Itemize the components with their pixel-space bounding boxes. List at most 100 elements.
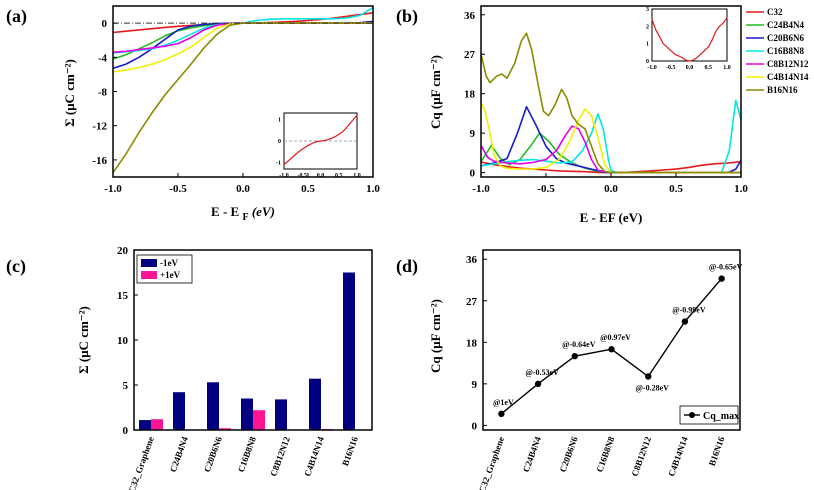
bar--1eV-C24B4N4 — [173, 392, 185, 430]
inset-series-line-C32 — [651, 17, 728, 62]
bar--1eV-C16B8N8 — [241, 398, 253, 430]
panel-c: (c) C32_Graphene C24B4N4 C20B6N6 C16B8N8 C8B1… — [6, 245, 373, 490]
x-tick-label: -1.0 — [104, 183, 122, 195]
legend-swatch-+1eV — [141, 271, 157, 279]
x-tick-label: 1.0 — [734, 183, 748, 195]
y-axis-label: Σ (μC cm⁻²) — [76, 306, 91, 374]
x-tick-label: -0.5 — [169, 183, 187, 195]
x-tick-label: C20B6N6 — [558, 435, 580, 474]
inset-x-tick-label: 0.0 — [317, 173, 325, 179]
legend-label-C32: C32 — [767, 7, 783, 17]
x-tick-label: 0.5 — [669, 183, 683, 195]
y-tick-label: 18 — [466, 337, 478, 349]
inset-y-tick-label: 2 — [646, 24, 649, 30]
inset-x-tick-label: 0.5 — [335, 173, 343, 179]
inset-y-tick-label: 3 — [646, 7, 649, 13]
legend-label-C16B8N8: C16B8N8 — [767, 46, 805, 56]
y-tick-label: -4 — [98, 52, 108, 64]
x-tick-label: 0.0 — [604, 183, 618, 195]
inset-x-tick-label: 0.5 — [705, 65, 713, 71]
series-line-B16N16 — [481, 32, 741, 174]
annotation-label: @-0.99eV — [672, 306, 706, 315]
x-tick-label: C16B8N8 — [236, 435, 258, 474]
bar-+1eV-C32_Graphene — [151, 419, 163, 430]
y-tick-label: 9 — [470, 128, 476, 140]
x-tick-label: C16B8N8 — [594, 435, 616, 474]
data-point-C4B14N14 — [681, 318, 689, 325]
bar-+1eV-C16B8N8 — [253, 410, 265, 430]
annotation-label: @-0.53eV — [525, 368, 559, 377]
x-tick-label: B16N16 — [340, 435, 360, 468]
data-point-C32_Graphene — [498, 410, 505, 418]
y-axis-label: Σ (μC cm⁻²) — [62, 59, 77, 127]
data-point-C20B6N6 — [571, 352, 578, 360]
y-tick-label: -8 — [98, 87, 108, 99]
bar--1eV-C8B12N12 — [275, 399, 287, 430]
inset-y-tick-label: 1 — [278, 117, 281, 123]
x-tick-label: B16N16 — [707, 435, 727, 468]
panel-a: (a)-1.0 -0.5 0.0 0.5 1.00-4-8-12-16E - E F (… — [6, 5, 380, 223]
panel-label-a: (a) — [6, 6, 27, 27]
legend-label-Cq_max: Cq_max — [703, 411, 739, 422]
x-tick-label: C32_Graphene — [126, 435, 155, 490]
y-tick-label: 27 — [464, 49, 476, 61]
bar--1eV-C20B6N6 — [207, 382, 219, 430]
y-tick-label: 36 — [464, 10, 476, 22]
y-tick-label: 0 — [470, 168, 476, 180]
legend-box-d — [679, 405, 739, 425]
annotation-label: @1eV — [493, 398, 514, 407]
legend-label-B16N16: B16N16 — [767, 85, 798, 95]
x-tick-label: C4B14N14 — [302, 435, 326, 478]
x-tick-label: C8B12N12 — [268, 435, 292, 478]
annotation-label: @0.97eV — [600, 333, 631, 342]
inset-x-tick-label: -1.0 — [279, 173, 289, 179]
series-line-C4B14N14 — [481, 102, 741, 174]
y-tick-label: -16 — [92, 155, 107, 167]
legend-label-+1eV: +1eV — [160, 270, 181, 280]
y-tick-label: 36 — [466, 254, 478, 266]
x-tick-label: 0.5 — [301, 183, 315, 195]
inset-y-tick-label: 0 — [646, 59, 649, 65]
x-tick-label: C24B4N4 — [168, 435, 190, 474]
y-tick-label: 0 — [123, 425, 129, 437]
inset-y-tick-label: 1 — [646, 42, 649, 48]
y-tick-label: 9 — [472, 379, 478, 391]
data-point-C16B8N8 — [608, 346, 615, 353]
inset-y-tick-label: -1 — [276, 161, 281, 167]
inset-x-tick-label: -1.0 — [647, 65, 657, 71]
inset-x-tick-label: 0.0 — [686, 65, 694, 71]
y-axis-label: Cq (μF cm⁻²) — [428, 299, 443, 373]
panel-d: (d) @1eV C32_Graphene @-0.53eV C24B4N4 @-0.64… — [396, 249, 743, 490]
series-line-C16B8N8 — [481, 99, 741, 174]
legend-label-C8B12N12: C8B12N12 — [767, 59, 809, 69]
x-tick-label: -0.5 — [537, 183, 555, 195]
data-point-C8B12N12 — [645, 373, 652, 380]
plot-frame-d — [482, 249, 741, 431]
x-tick-label: C8B12N12 — [629, 435, 653, 478]
x-tick-label: C20B6N6 — [202, 435, 224, 474]
inset-x-tick-label: -0.5 — [666, 65, 676, 71]
bar-+1eV-C20B6N6 — [219, 428, 231, 430]
legend-label--1eV: -1eV — [160, 258, 178, 268]
y-tick-label: 0 — [102, 18, 108, 30]
series-line-C16B8N8 — [112, 7, 374, 54]
inset-series-line-C32 — [283, 114, 358, 166]
legend-label-C4B14N14: C4B14N14 — [767, 72, 809, 82]
bar--1eV-C32_Graphene — [139, 420, 151, 430]
panel-label-b: (b) — [396, 6, 418, 27]
x-axis-label: E - E F (eV) — [211, 204, 275, 223]
legend-swatch-marker — [689, 412, 695, 418]
x-tick-label: C24B4N4 — [521, 435, 543, 474]
x-tick-label: 1.0 — [366, 183, 380, 195]
annotation-label: @-0.64eV — [562, 340, 596, 349]
panel-b: (b) -1.0 -0.5 0.0 0.5 1.0 0 9 18 27 36 E - EF (eV) C… — [396, 5, 809, 225]
inset-x-tick-label: -0.5 — [298, 173, 308, 179]
x-axis-label: E - EF (eV) — [580, 210, 643, 225]
y-tick-label: 27 — [466, 296, 478, 308]
y-tick-label: 5 — [123, 380, 129, 392]
y-tick-label: 0 — [472, 420, 478, 432]
y-tick-label: 10 — [117, 335, 129, 347]
data-point-B16N16 — [718, 275, 725, 282]
x-tick-label: C32_Graphene — [477, 435, 506, 490]
